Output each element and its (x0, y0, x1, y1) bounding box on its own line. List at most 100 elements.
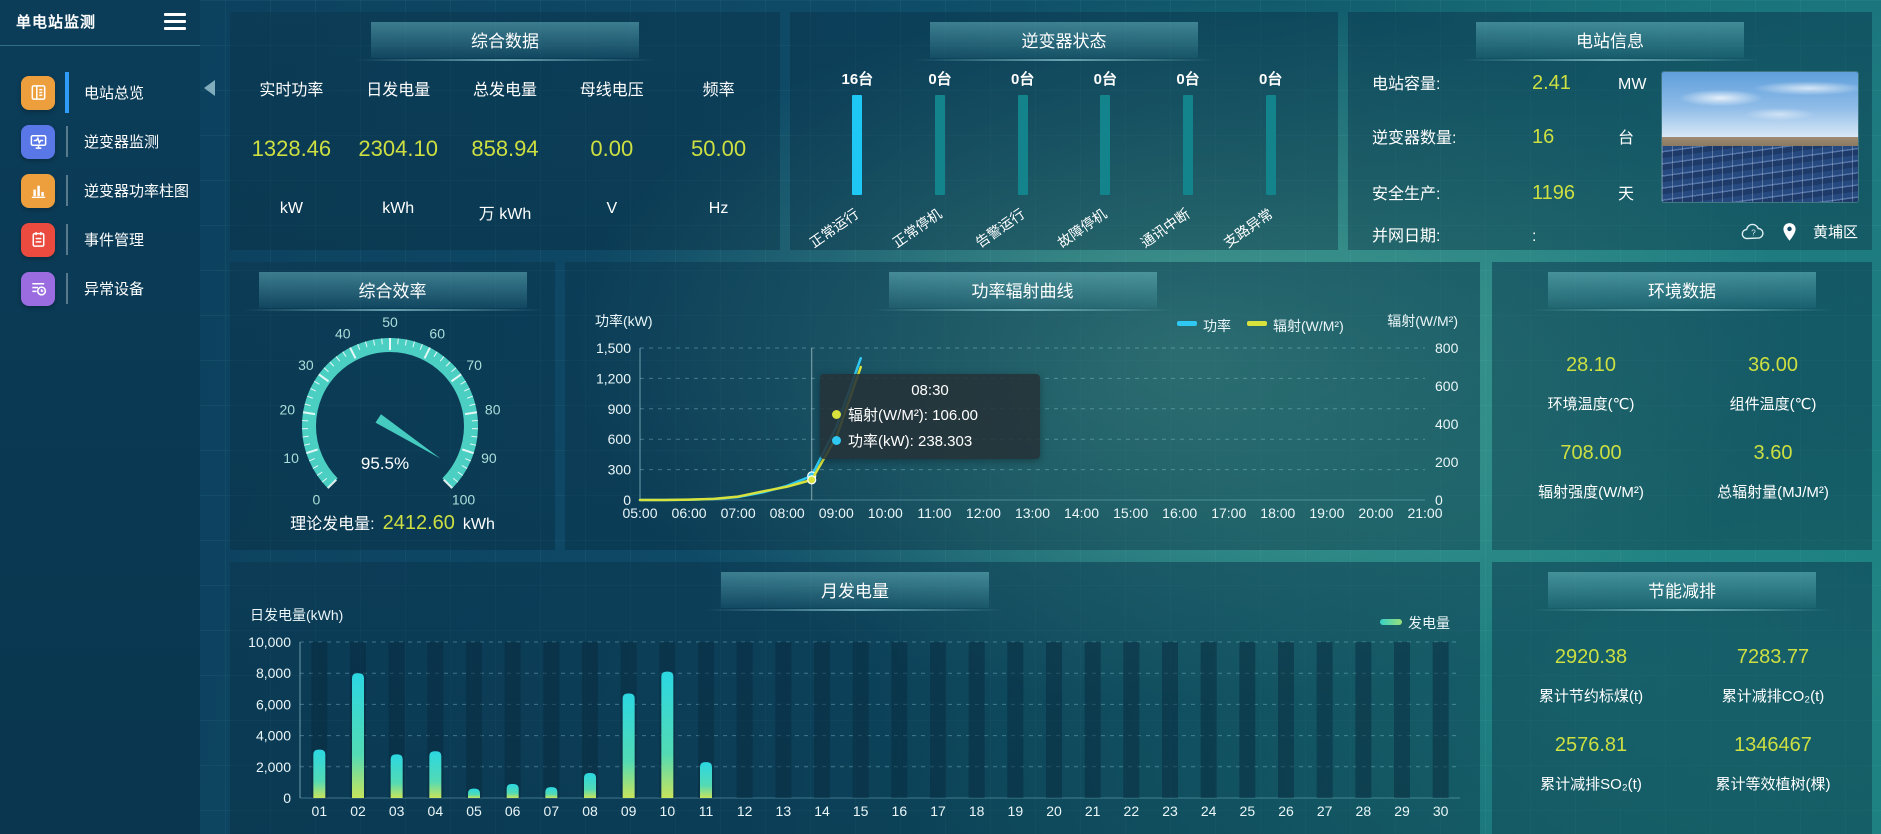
panel-inverter-status: 逆变器状态 16台 正常运行 0台 正常停机 0台 告警运行 0台 故障停机 0台 通讯中断 0台支… (790, 12, 1338, 251)
svg-text:09: 09 (621, 803, 637, 819)
svg-text:12: 12 (737, 803, 753, 819)
svg-text:4,000: 4,000 (256, 728, 291, 744)
gauge-needle (375, 414, 441, 459)
bar-bg-band (814, 642, 830, 798)
env-radiation-intensity: 708.00 辐射强度(W/M²) (1538, 442, 1644, 501)
menu-divider (66, 273, 68, 304)
svg-text:07: 07 (544, 803, 560, 819)
svg-text:23: 23 (1162, 803, 1178, 819)
environment-cells: 28.10 环境温度(℃) 36.00 组件温度(℃) 708.00 辐射强度(… (1500, 332, 1864, 508)
svg-text:03: 03 (389, 803, 405, 819)
svg-text:19: 19 (1008, 803, 1024, 819)
tooltip-time: 08:30 (911, 382, 949, 399)
title-underline (355, 59, 655, 61)
svg-text:10: 10 (283, 450, 299, 466)
svg-text:功率(kW): 功率(kW) (595, 313, 653, 329)
svg-text:14:00: 14:00 (1064, 505, 1099, 521)
station-footer: ? 黄埔区 (1740, 221, 1858, 242)
bar-day-08 (584, 773, 596, 798)
hamburger-menu-icon[interactable] (162, 7, 188, 36)
metric-total-energy: 总发电量 858.94 万 kWh (471, 82, 539, 223)
bar-bg-band (543, 642, 560, 798)
panel-station-info: 电站信息 电站容量: 2.41 MW 逆变器数量: 16 台 安全生产: 119… (1348, 12, 1872, 250)
svg-text:26: 26 (1278, 803, 1294, 819)
inverter-status-bars: 16台 正常运行 0台 正常停机 0台 告警运行 0台 故障停机 0台 通讯中断 0台 支路异常 (807, 60, 1312, 251)
title-underline (1532, 609, 1832, 611)
svg-text:10,000: 10,000 (248, 634, 291, 650)
svg-text:21:00: 21:00 (1407, 505, 1442, 521)
inverter-status-bar (1017, 95, 1028, 195)
sidebar-item-station-overview[interactable]: 电站总览 (0, 68, 200, 117)
svg-text:0: 0 (1435, 492, 1443, 508)
env-total-radiation: 3.60 总辐射量(MJ/M²) (1717, 442, 1829, 501)
app-title: 单电站监测 (16, 14, 97, 31)
inverter-status-label: 正常运行 (806, 205, 862, 251)
bar-bg-band (1432, 642, 1449, 798)
title-underline (1532, 309, 1832, 311)
svg-text:11: 11 (699, 803, 714, 819)
energy-saving-cells: 2920.38 累计节约标煤(t) 7283.77 累计减排CO₂(t) 257… (1500, 624, 1864, 800)
svg-text:30: 30 (1433, 803, 1449, 819)
menu-divider (66, 126, 68, 157)
svg-text:15: 15 (853, 803, 869, 819)
bar-day-10 (661, 671, 674, 798)
panel-power-radiation-curve: 功率辐射曲线 1,500 1,200 900 600 300 0 800 600 400 200 0… (565, 262, 1480, 550)
tooltip-power-row: 功率(kW): 238.303 (832, 430, 1028, 451)
weather-cloud-icon[interactable]: ? (1740, 222, 1766, 241)
svg-text:16: 16 (892, 803, 908, 819)
monthly-energy-bar-chart[interactable]: 10,000 8,000 6,000 4,000 2,000 0 01 02 03 04 05 06 0… (230, 562, 1480, 834)
inverter-status-column: 0台 故障停机 (1055, 60, 1147, 251)
metric-bus-voltage: 母线电压 0.00 V (579, 82, 644, 217)
svg-text:08: 08 (582, 803, 598, 819)
svg-text:30: 30 (298, 357, 314, 373)
svg-text:06:00: 06:00 (672, 505, 707, 521)
location-pin-icon[interactable] (1782, 222, 1797, 242)
station-photo (1662, 72, 1858, 202)
bar-bg-band (1123, 642, 1140, 798)
inverter-count: 0台 (1176, 71, 1200, 88)
bar-bg-band (1278, 642, 1294, 798)
svg-text:0: 0 (623, 492, 631, 508)
sidebar-item-label: 电站总览 (84, 85, 145, 102)
sidebar-item-label: 异常设备 (84, 281, 145, 298)
efficiency-gauge-chart[interactable]: 0 10 20 30 40 50 60 70 80 90 100 95.5% (230, 262, 555, 550)
panel-title: 逆变器状态 (930, 22, 1198, 58)
collapse-left-arrow[interactable] (204, 80, 215, 96)
save-so2: 2576.81 累计减排SO₂(t) (1540, 734, 1642, 793)
panel-title: 环境数据 (1548, 272, 1816, 308)
sidebar-item-abnormal-device[interactable]: 异常设备 (0, 264, 200, 313)
sidebar-item-event-management[interactable]: 事件管理 (0, 215, 200, 264)
bar-bg-band (930, 642, 946, 798)
title-underline (914, 59, 1214, 61)
svg-text:900: 900 (608, 401, 632, 417)
save-co2: 7283.77 累计减排CO₂(t) (1721, 646, 1825, 705)
svg-text:60: 60 (429, 325, 445, 341)
inverter-status-column: 16台 正常运行 (807, 60, 899, 251)
svg-text:0: 0 (313, 492, 321, 508)
svg-text:14: 14 (814, 803, 830, 819)
svg-text:辐射(W/M²): 辐射(W/M²) (1273, 318, 1344, 334)
panel-title: 综合数据 (371, 22, 639, 58)
title-underline (242, 309, 543, 311)
svg-text:28: 28 (1356, 803, 1372, 819)
svg-text:27: 27 (1317, 803, 1333, 819)
bar-bg-band (1046, 642, 1062, 798)
sidebar-item-inverter-monitor[interactable]: 逆变器监测 (0, 117, 200, 166)
svg-text:12:00: 12:00 (966, 505, 1001, 521)
bar-day-02 (352, 673, 364, 798)
svg-text:15:00: 15:00 (1113, 505, 1148, 521)
svg-text:04: 04 (428, 803, 444, 819)
title-underline (872, 309, 1173, 311)
svg-text:?: ? (1751, 229, 1756, 238)
bar-day-05 (468, 788, 480, 798)
sidebar-header: 单电站监测 (0, 0, 200, 46)
inverter-monitor-icon (21, 124, 55, 159)
bar-bg-band (736, 642, 753, 798)
photo-solar-panels (1662, 146, 1858, 202)
bar-day-07 (545, 787, 558, 798)
power-series-dot (832, 436, 841, 445)
svg-text:80: 80 (485, 402, 501, 418)
grid-connection-date-row: 并网日期: : (1372, 228, 1537, 245)
sidebar-item-inverter-power-bars[interactable]: 逆变器功率柱图 (0, 166, 200, 215)
